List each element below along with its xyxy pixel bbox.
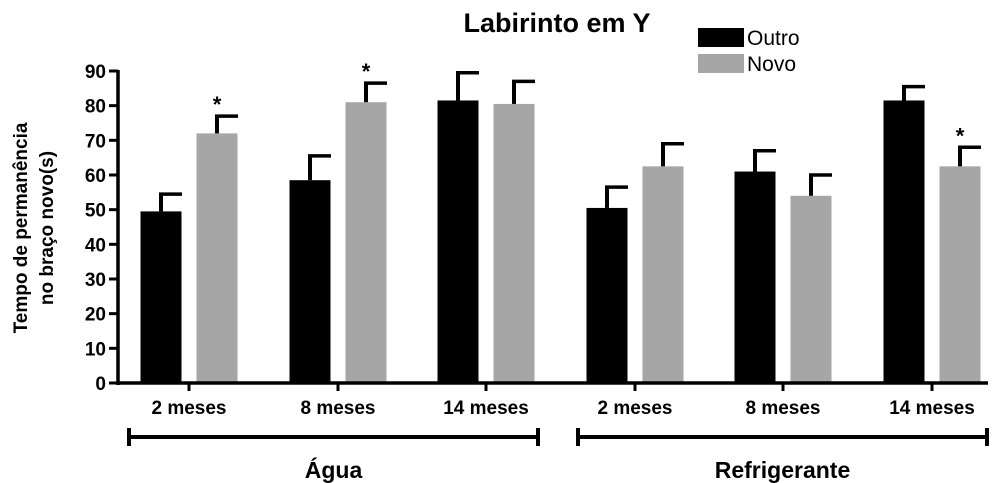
legend-label-outro: Outro — [747, 27, 800, 50]
legend: Outro Novo — [698, 27, 800, 76]
x-tick-label: 14 meses — [889, 398, 975, 419]
y-axis-label-line-2: no braço novo(s) — [37, 151, 58, 305]
legend-swatch-novo — [698, 54, 744, 73]
y-tick-label: 10 — [85, 339, 106, 360]
bar-novo-0 — [196, 133, 238, 383]
bar-novo-1 — [345, 102, 387, 383]
y-tick-label: 0 — [95, 374, 106, 395]
bar-novo-5 — [939, 166, 981, 383]
bar-outro-2 — [437, 100, 479, 383]
group-label: Água — [305, 456, 363, 483]
y-axis-label-line-1: Tempo de permanência — [11, 122, 32, 333]
bar-novo-4 — [790, 195, 832, 383]
y-tick-label: 40 — [85, 235, 106, 256]
x-tick-label: 14 meses — [443, 398, 529, 419]
y-tick-label: 50 — [85, 201, 106, 222]
significance-marker-novo-0: * — [213, 92, 222, 117]
x-tick-label: 2 meses — [597, 398, 672, 419]
bar-outro-5 — [883, 100, 925, 383]
x-tick-label: 2 meses — [151, 398, 226, 419]
y-tick-label: 70 — [85, 131, 106, 152]
x-tick-label: 8 meses — [300, 398, 375, 419]
y-tick-label: 80 — [85, 97, 106, 118]
y-tick-label: 90 — [85, 62, 106, 83]
axes: 0 10 20 30 40 50 60 70 80 90 2 meses 8 meses 14 mese… — [85, 62, 988, 419]
legend-label-novo: Novo — [747, 53, 796, 76]
y-tick-label: 60 — [85, 166, 106, 187]
bar-outro-0 — [140, 211, 182, 383]
significance-marker-novo-5: * — [956, 123, 965, 148]
group-label: Refrigerante — [715, 457, 850, 483]
y-tick-label: 20 — [85, 305, 106, 326]
bars: * * * — [140, 59, 981, 383]
bar-outro-4 — [734, 171, 776, 383]
group-brackets: Água Refrigerante — [127, 428, 989, 483]
x-tick-label: 8 meses — [745, 398, 820, 419]
chart-title: Labirinto em Y — [463, 8, 650, 38]
bar-novo-3 — [642, 166, 684, 383]
legend-swatch-outro — [698, 28, 744, 47]
bar-outro-1 — [289, 180, 331, 383]
y-axis-label: Tempo de permanência no braço novo(s) — [11, 122, 58, 333]
bar-outro-3 — [586, 207, 628, 383]
significance-marker-novo-1: * — [362, 59, 371, 84]
y-tick-label: 30 — [85, 270, 106, 291]
bar-novo-2 — [493, 103, 535, 383]
